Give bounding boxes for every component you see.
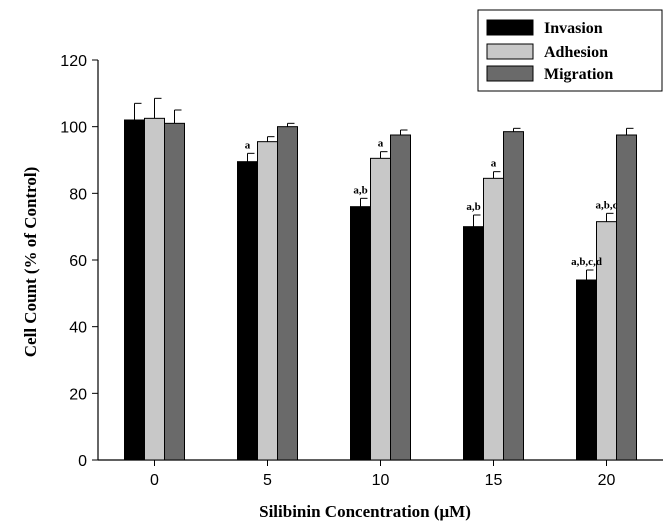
bar-invasion bbox=[463, 226, 484, 461]
x-tick-label: 10 bbox=[372, 472, 390, 489]
bar-adhesion bbox=[144, 117, 165, 461]
significance-label: a,b bbox=[353, 184, 367, 196]
axes: 0 20 40 60 80 100 120 0 5 10 15 20 bbox=[60, 53, 663, 489]
x-axis-title: Silibinin Concentration (μM) bbox=[259, 502, 471, 521]
bar-migration bbox=[164, 122, 185, 461]
significance-labels: a a,b a,b a,b,c,d a a a,b,c bbox=[245, 138, 618, 268]
legend-label-migration: Migration bbox=[544, 66, 613, 83]
bar-invasion bbox=[237, 161, 258, 461]
y-axis-title: Cell Count (% of Control) bbox=[21, 167, 40, 357]
significance-label: a,b,c,d bbox=[571, 256, 602, 268]
legend-swatch-invasion bbox=[486, 19, 534, 36]
legend-swatch-adhesion bbox=[486, 43, 534, 60]
significance-label: a,b,c bbox=[596, 199, 618, 211]
bar-migration bbox=[390, 134, 411, 461]
bar-adhesion bbox=[370, 157, 391, 461]
significance-label: a bbox=[491, 158, 497, 170]
x-tick-label: 20 bbox=[598, 472, 616, 489]
bar-invasion bbox=[124, 119, 145, 461]
bar-adhesion bbox=[483, 177, 504, 461]
y-tick-label: 80 bbox=[69, 186, 87, 203]
bar-adhesion bbox=[257, 141, 278, 461]
legend-label-adhesion: Adhesion bbox=[544, 44, 608, 61]
bars bbox=[124, 97, 637, 461]
bar-migration bbox=[277, 126, 298, 461]
y-tick-label: 20 bbox=[69, 386, 87, 403]
bar-migration bbox=[616, 134, 637, 461]
legend-swatch-migration bbox=[486, 65, 534, 82]
significance-label: a bbox=[378, 138, 384, 150]
significance-label: a bbox=[245, 139, 251, 151]
y-tick-label: 100 bbox=[60, 120, 87, 137]
bar-migration bbox=[503, 131, 524, 461]
y-tick-label: 60 bbox=[69, 253, 87, 270]
bar-invasion bbox=[576, 279, 597, 461]
x-tick-label: 5 bbox=[263, 472, 272, 489]
y-tick-label: 120 bbox=[60, 53, 87, 70]
significance-label: a,b bbox=[466, 201, 480, 213]
x-tick-label: 0 bbox=[150, 472, 159, 489]
legend: Invasion Adhesion Migration bbox=[477, 9, 663, 92]
y-tick-label: 0 bbox=[78, 453, 87, 470]
legend-label-invasion: Invasion bbox=[544, 20, 603, 37]
bar-invasion bbox=[350, 206, 371, 461]
x-tick-label: 15 bbox=[485, 472, 503, 489]
y-tick-label: 40 bbox=[69, 320, 87, 337]
